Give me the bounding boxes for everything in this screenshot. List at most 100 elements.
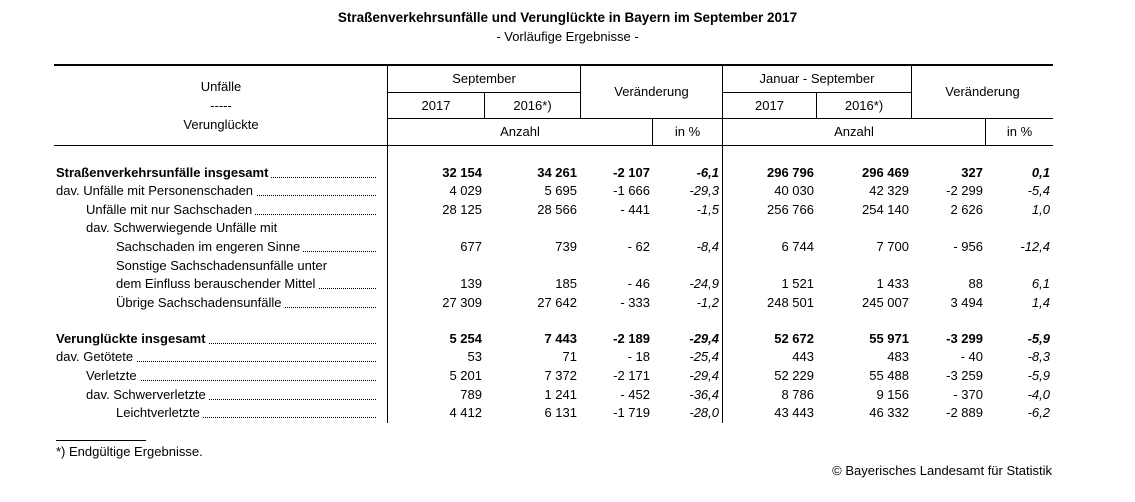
table-title: Straßenverkehrsunfälle und Verunglückte … xyxy=(337,10,798,25)
header-veraenderung-1: Veränderung xyxy=(614,84,689,99)
table-cell: 443 xyxy=(792,349,814,364)
header-stub-dashes: ----- xyxy=(210,98,232,113)
table-cell: 46 332 xyxy=(869,405,909,420)
table-cell: - 370 xyxy=(953,387,983,402)
table-cell: 8 786 xyxy=(781,387,814,402)
row-label-text: Leichtverletzte xyxy=(116,405,203,420)
table-cell: -2 107 xyxy=(613,165,650,180)
table-cell: 245 007 xyxy=(862,295,909,310)
col-divider xyxy=(911,65,912,118)
table-cell: 254 140 xyxy=(862,202,909,217)
col-divider xyxy=(652,118,653,145)
row-label: Straßenverkehrsunfälle insgesamt xyxy=(56,164,380,182)
table-cell: -6,1 xyxy=(696,165,719,180)
table-cell: 677 xyxy=(460,239,482,254)
table-cell: 185 xyxy=(555,276,577,291)
header-year-2016: 2016*) xyxy=(513,98,552,113)
row-label-text: dem Einfluss berauschender Mittel xyxy=(116,276,319,291)
header-year-2016: 2016*) xyxy=(844,98,884,113)
table-cell: 55 971 xyxy=(869,331,909,346)
table-cell: 1,4 xyxy=(1031,295,1050,310)
header-year-2017: 2017 xyxy=(421,98,451,113)
table-cell: -12,4 xyxy=(1020,239,1050,254)
header-stub-verunglueckte: Verunglückte xyxy=(183,117,259,132)
table-cell: -1,5 xyxy=(696,202,719,217)
table-cell: 296 796 xyxy=(767,165,814,180)
table-cell: 55 488 xyxy=(869,368,909,383)
col-divider xyxy=(580,65,581,118)
table-cell: -36,4 xyxy=(689,387,719,402)
table-cell: 52 229 xyxy=(774,368,814,383)
table-cell: -5,4 xyxy=(1027,183,1050,198)
header-in-pct: in % xyxy=(1006,124,1033,139)
table-cell: -5,9 xyxy=(1027,368,1050,383)
row-label: Verletzte xyxy=(86,367,380,385)
table-cell: -25,4 xyxy=(689,349,719,364)
table-cell: 1 433 xyxy=(876,276,909,291)
footnote: *) Endgültige Ergebnisse. xyxy=(56,444,203,459)
row-label-text: dav. Schwerverletzte xyxy=(86,387,209,402)
table-cell: -8,3 xyxy=(1027,349,1050,364)
row-label: dav. Unfälle mit Personenschaden xyxy=(56,182,380,200)
row-label: dav. Schwerwiegende Unfälle mit xyxy=(86,219,380,237)
header-anzahl: Anzahl xyxy=(500,124,540,139)
header-jan-sep: Januar - September xyxy=(759,71,875,86)
table-cell: -2 299 xyxy=(946,183,983,198)
header-year-2017: 2017 xyxy=(755,98,784,113)
table-cell: 27 642 xyxy=(537,295,577,310)
col-divider xyxy=(816,92,817,118)
table-cell: -2 189 xyxy=(613,331,650,346)
header-inner-rule-2 xyxy=(723,92,911,93)
col-divider xyxy=(985,118,986,145)
table-cell: 256 766 xyxy=(767,202,814,217)
row-label: Übrige Sachschadensunfälle xyxy=(116,294,380,312)
table-cell: 28 566 xyxy=(537,202,577,217)
table-cell: - 333 xyxy=(620,295,650,310)
table-cell: 7 700 xyxy=(876,239,909,254)
table-cell: - 40 xyxy=(960,349,983,364)
row-label-text: dav. Schwerwiegende Unfälle mit xyxy=(86,220,281,235)
header-inner-rule-3 xyxy=(388,118,1053,119)
table-cell: -8,4 xyxy=(696,239,719,254)
table-cell: 7 372 xyxy=(544,368,577,383)
table-cell: 34 261 xyxy=(537,165,577,180)
table-cell: -6,2 xyxy=(1027,405,1050,420)
copyright: © Bayerisches Landesamt für Statistik xyxy=(832,463,1052,478)
table-cell: 5 695 xyxy=(544,183,577,198)
row-label: Sonstige Sachschadensunfälle unter xyxy=(116,257,380,275)
row-label-text: Unfälle mit nur Sachschaden xyxy=(86,202,256,217)
row-label-text: Verunglückte insgesamt xyxy=(56,331,209,346)
table-cell: 2 626 xyxy=(950,202,983,217)
row-label: dem Einfluss berauschender Mittel xyxy=(116,275,380,293)
row-label: Unfälle mit nur Sachschaden xyxy=(86,201,380,219)
table-cell: 9 156 xyxy=(876,387,909,402)
row-label-text: Sachschaden im engeren Sinne xyxy=(116,239,304,254)
row-label-text: dav. Unfälle mit Personenschaden xyxy=(56,183,257,198)
table-cell: -29,4 xyxy=(689,368,719,383)
table-cell: 789 xyxy=(460,387,482,402)
table-cell: 4 029 xyxy=(449,183,482,198)
table-cell: 32 154 xyxy=(442,165,482,180)
row-label-text: Verletzte xyxy=(86,368,140,383)
row-label-text: Übrige Sachschadensunfälle xyxy=(116,295,285,310)
table-cell: 42 329 xyxy=(869,183,909,198)
table-cell: -24,9 xyxy=(689,276,719,291)
table-cell: -28,0 xyxy=(689,405,719,420)
col-divider xyxy=(484,92,485,118)
table-top-rule xyxy=(54,64,1053,66)
header-september: September xyxy=(452,71,516,86)
table-cell: 483 xyxy=(887,349,909,364)
table-cell: 3 494 xyxy=(950,295,983,310)
table-cell: 1,0 xyxy=(1031,202,1050,217)
table-cell: -3 259 xyxy=(946,368,983,383)
table-cell: 248 501 xyxy=(767,295,814,310)
table-cell: 88 xyxy=(968,276,983,291)
table-cell: -5,9 xyxy=(1027,331,1050,346)
row-label-text: Straßenverkehrsunfälle insgesamt xyxy=(56,165,272,180)
header-in-pct: in % xyxy=(674,124,701,139)
table-cell: - 18 xyxy=(627,349,650,364)
header-bottom-rule xyxy=(54,145,1053,146)
table-cell: 71 xyxy=(562,349,577,364)
table-cell: 5 254 xyxy=(449,331,482,346)
table-cell: 7 443 xyxy=(544,331,577,346)
